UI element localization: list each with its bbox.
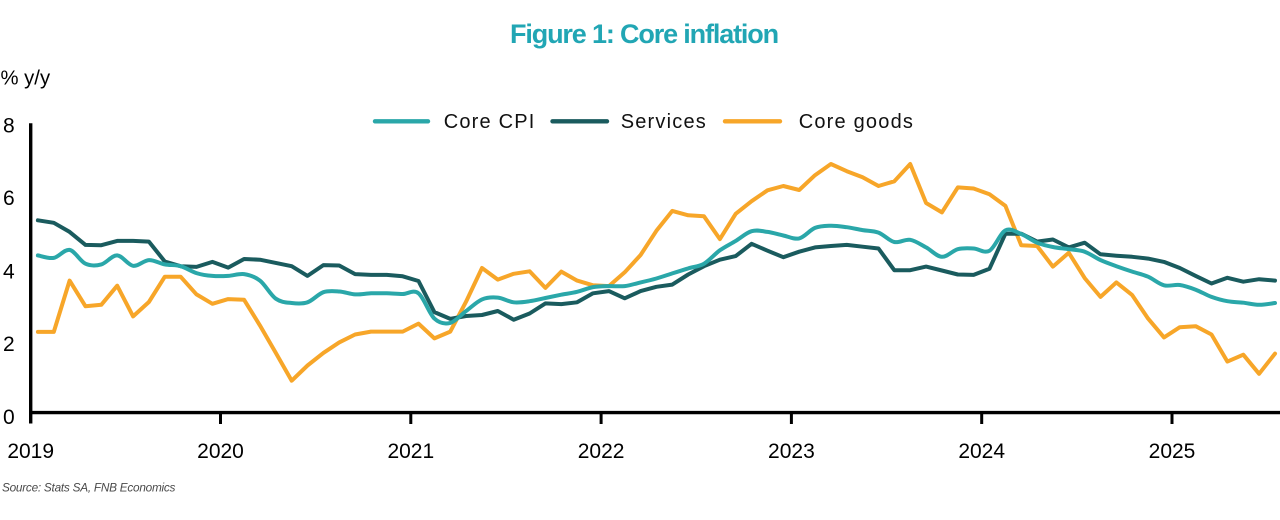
svg-text:2: 2 bbox=[3, 333, 15, 356]
svg-text:2019: 2019 bbox=[7, 440, 54, 463]
svg-text:2025: 2025 bbox=[1149, 440, 1196, 463]
svg-text:Core CPI: Core CPI bbox=[444, 111, 536, 133]
svg-text:2024: 2024 bbox=[958, 440, 1005, 463]
svg-text:Source: Stats SA, FNB Economic: Source: Stats SA, FNB Economics bbox=[2, 481, 176, 495]
svg-text:2021: 2021 bbox=[387, 440, 434, 463]
svg-text:0: 0 bbox=[3, 406, 15, 429]
svg-text:2022: 2022 bbox=[578, 440, 625, 463]
svg-text:Services: Services bbox=[621, 111, 707, 133]
svg-text:2023: 2023 bbox=[768, 440, 815, 463]
svg-text:6: 6 bbox=[3, 187, 15, 210]
svg-text:2020: 2020 bbox=[197, 440, 244, 463]
svg-text:8: 8 bbox=[3, 114, 15, 137]
svg-text:Figure 1: Core inflation: Figure 1: Core inflation bbox=[510, 19, 778, 49]
svg-text:4: 4 bbox=[3, 260, 15, 283]
svg-text:% y/y: % y/y bbox=[1, 68, 51, 90]
svg-text:Core goods: Core goods bbox=[799, 111, 914, 133]
